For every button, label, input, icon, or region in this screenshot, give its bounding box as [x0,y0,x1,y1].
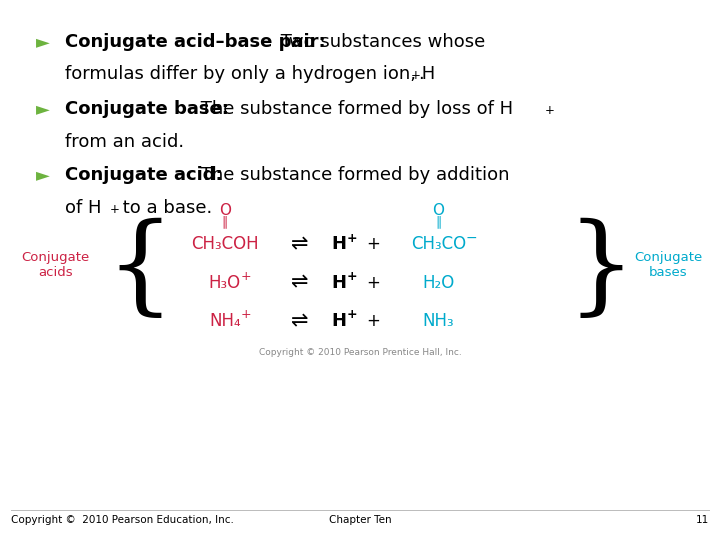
Text: +: + [366,235,379,253]
Text: +: + [240,308,251,321]
Text: CH₃COH: CH₃COH [191,235,258,253]
Text: NH₃: NH₃ [423,312,454,330]
Text: Copyright © 2010 Pearson Prentice Hall, Inc.: Copyright © 2010 Pearson Prentice Hall, … [258,348,462,357]
Text: O: O [432,204,444,218]
Text: ⇌: ⇌ [291,273,308,293]
Text: CH₃CO: CH₃CO [410,235,466,253]
Text: Conjugate
bases: Conjugate bases [634,251,702,279]
Text: formulas differ by only a hydrogen ion, H: formulas differ by only a hydrogen ion, … [65,65,435,83]
Text: Conjugate acid–base pair:: Conjugate acid–base pair: [65,33,325,51]
Text: H₂O: H₂O [422,274,454,292]
Text: Conjugate
acids: Conjugate acids [22,251,89,279]
Text: H: H [331,274,346,292]
Text: H: H [331,312,346,330]
Text: The substance formed by loss of H: The substance formed by loss of H [195,100,513,118]
Text: ►: ► [36,166,50,184]
Text: +: + [366,312,379,330]
Text: ⇌: ⇌ [291,234,308,254]
Text: ►: ► [36,33,50,51]
Text: ►: ► [36,100,50,118]
Text: }: } [566,218,635,322]
Text: O: O [219,204,231,218]
Text: +: + [240,270,251,283]
Text: +: + [346,270,357,283]
Text: Conjugate base:: Conjugate base: [65,100,228,118]
Text: +: + [109,203,120,216]
Text: H: H [331,235,346,253]
Text: +: + [545,104,555,117]
Text: .: . [418,65,424,83]
Text: Conjugate acid:: Conjugate acid: [65,166,222,184]
Text: Two substances whose: Two substances whose [274,33,485,51]
Text: NH₄: NH₄ [209,312,240,330]
Text: +: + [366,274,379,292]
Text: ∥: ∥ [435,215,441,228]
Text: H₃O: H₃O [209,274,241,292]
Text: The substance formed by addition: The substance formed by addition [195,166,509,184]
Text: from an acid.: from an acid. [65,133,184,151]
Text: ∥: ∥ [222,215,228,228]
Text: +: + [346,308,357,321]
Text: +: + [346,232,357,245]
Text: Chapter Ten: Chapter Ten [329,515,391,525]
Text: 11: 11 [696,515,708,525]
Text: ⇌: ⇌ [291,311,308,331]
Text: +: + [410,69,420,82]
Text: −: − [466,231,477,245]
Text: Copyright ©  2010 Pearson Education, Inc.: Copyright © 2010 Pearson Education, Inc. [12,515,234,525]
Text: {: { [105,218,174,322]
Text: to a base.: to a base. [117,199,212,217]
Text: of H: of H [65,199,101,217]
